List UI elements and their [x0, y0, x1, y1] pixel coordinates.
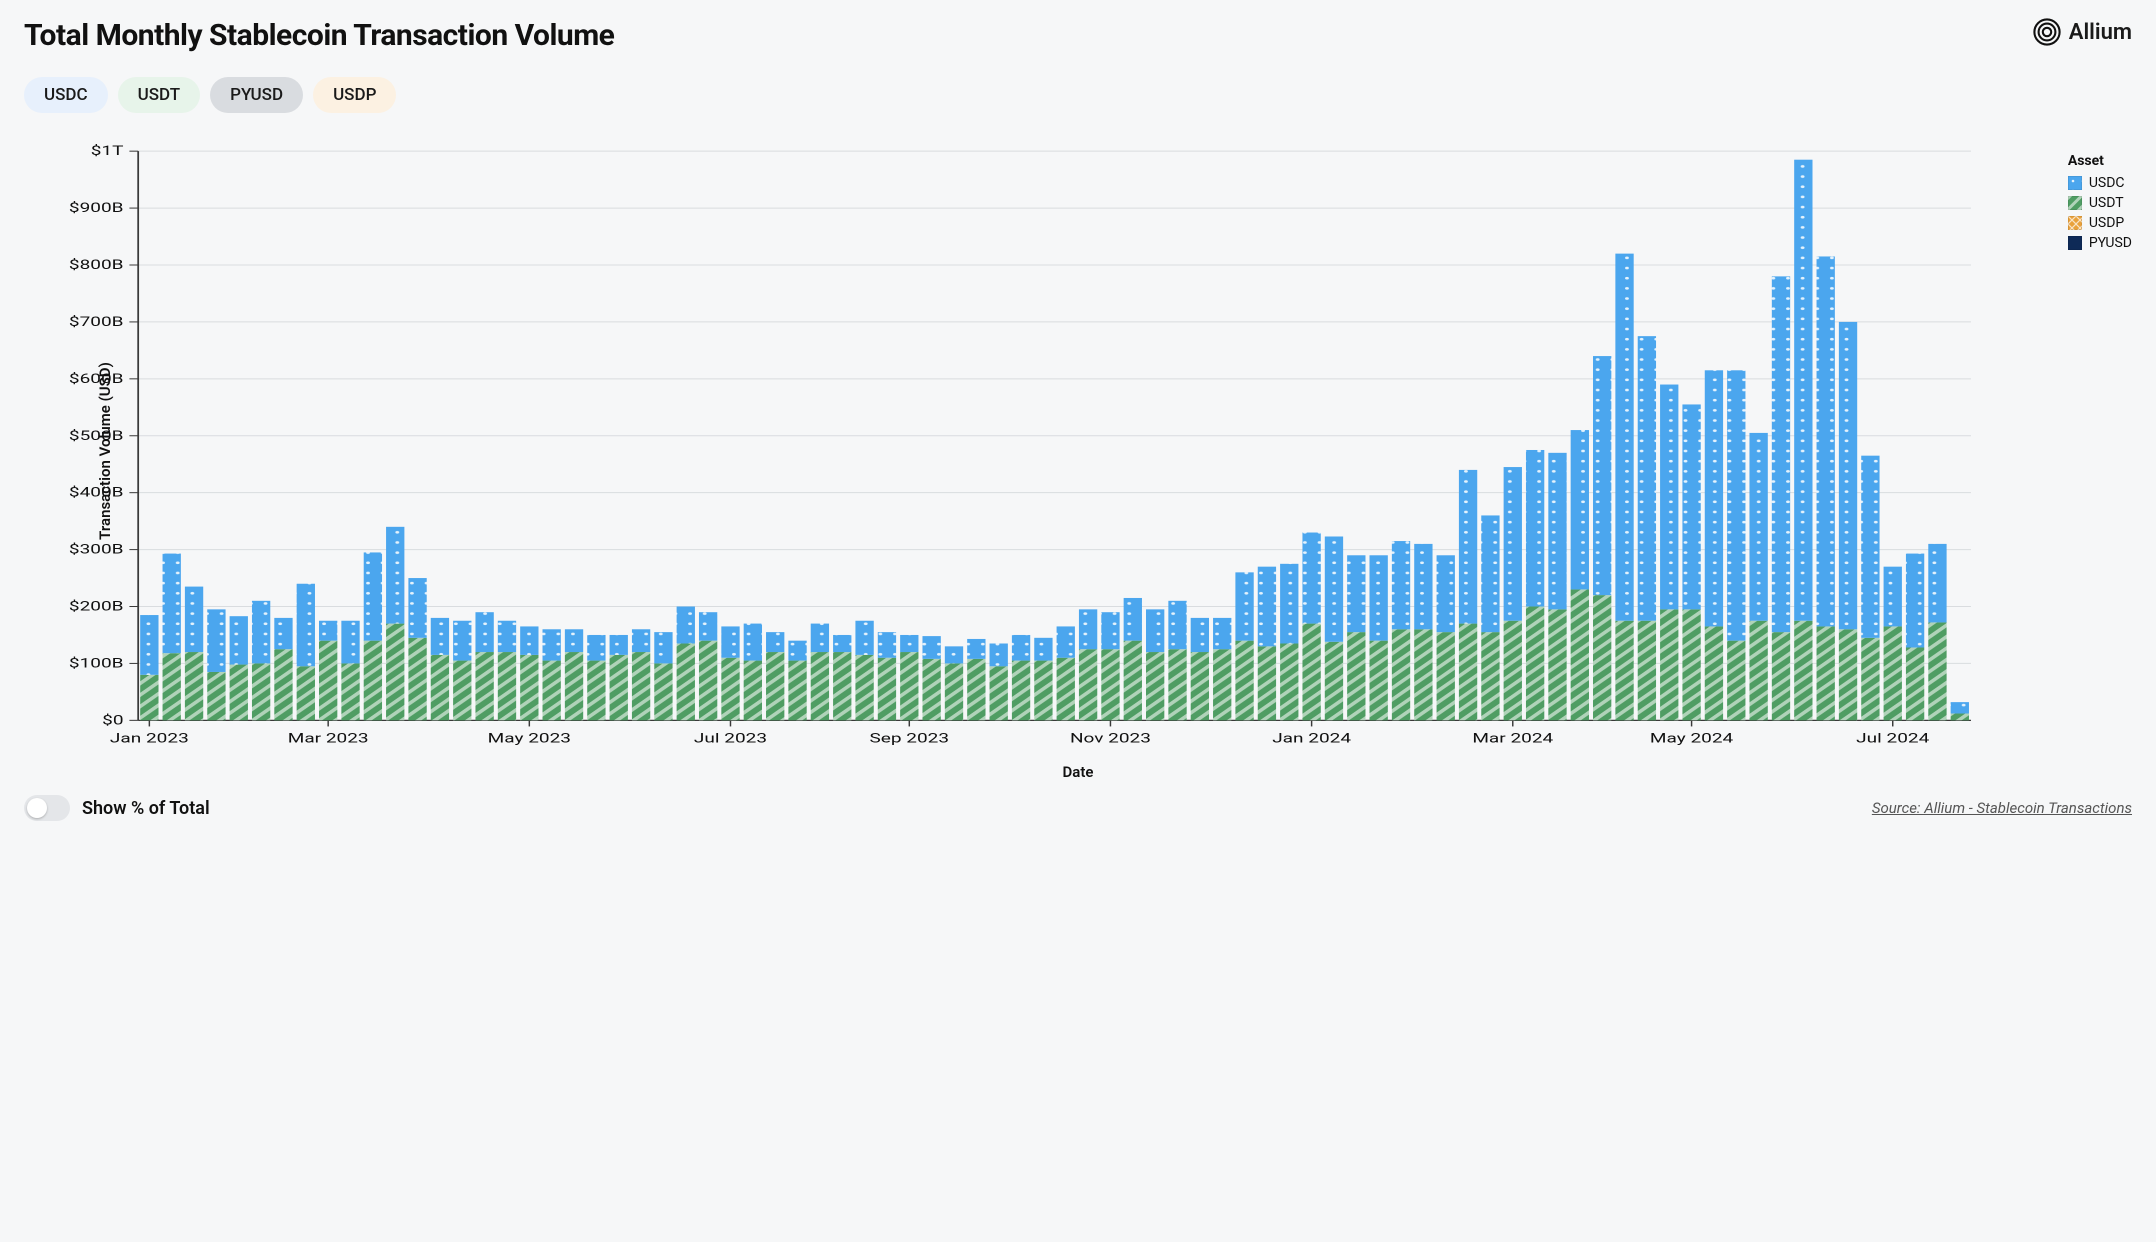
svg-text:Jan 2024: Jan 2024	[1272, 731, 1351, 746]
svg-text:Mar 2023: Mar 2023	[288, 731, 369, 746]
brand-name: Allium	[2069, 20, 2132, 45]
svg-text:$800B: $800B	[69, 257, 124, 272]
percent-toggle[interactable]	[24, 795, 70, 821]
allium-logo-icon	[2033, 18, 2061, 46]
legend-item-usdt[interactable]: USDT	[2068, 195, 2132, 211]
stacked-bar-chart: $0$100B$200B$300B$400B$500B$600B$700B$80…	[24, 141, 2132, 761]
filter-pills: USDC USDT PYUSD USDP	[24, 77, 2132, 113]
svg-text:Jul 2023: Jul 2023	[694, 731, 767, 746]
source-link[interactable]: Source: Allium - Stablecoin Transactions	[1872, 799, 2132, 817]
y-axis-label: Transaction Volume (USD)	[96, 362, 114, 540]
svg-text:$200B: $200B	[69, 598, 124, 613]
legend-item-pyusd[interactable]: PYUSD	[2068, 235, 2132, 251]
filter-pill-usdt[interactable]: USDT	[118, 77, 200, 113]
toggle-knob	[27, 798, 47, 818]
chart-legend: Asset USDC	[2068, 153, 2132, 255]
svg-text:Nov 2023: Nov 2023	[1070, 731, 1151, 746]
page-title: Total Monthly Stablecoin Transaction Vol…	[24, 18, 614, 53]
svg-text:$300B: $300B	[69, 542, 124, 557]
svg-text:$0: $0	[102, 712, 123, 727]
brand-logo: Allium	[2033, 18, 2132, 46]
svg-text:Jul 2024: Jul 2024	[1856, 731, 1929, 746]
svg-text:Sep 2023: Sep 2023	[870, 731, 950, 746]
svg-text:$900B: $900B	[69, 200, 124, 215]
legend-item-usdc[interactable]: USDC	[2068, 175, 2132, 191]
legend-item-usdp[interactable]: USDP	[2068, 215, 2132, 231]
filter-pill-pyusd[interactable]: PYUSD	[210, 77, 303, 113]
svg-text:$700B: $700B	[69, 314, 124, 329]
toggle-label: Show % of Total	[82, 798, 210, 819]
legend-title: Asset	[2068, 153, 2132, 169]
svg-text:May 2024: May 2024	[1650, 731, 1733, 746]
filter-pill-usdp[interactable]: USDP	[313, 77, 396, 113]
x-axis-label: Date	[24, 763, 2132, 781]
svg-text:$1T: $1T	[91, 143, 124, 158]
svg-text:Mar 2024: Mar 2024	[1472, 731, 1553, 746]
filter-pill-usdc[interactable]: USDC	[24, 77, 108, 113]
svg-text:$100B: $100B	[69, 655, 124, 670]
svg-text:Jan 2023: Jan 2023	[110, 731, 189, 746]
chart-container: Transaction Volume (USD) $0 $100B $200B $30…	[24, 141, 2132, 761]
svg-text:May 2023: May 2023	[488, 731, 571, 746]
